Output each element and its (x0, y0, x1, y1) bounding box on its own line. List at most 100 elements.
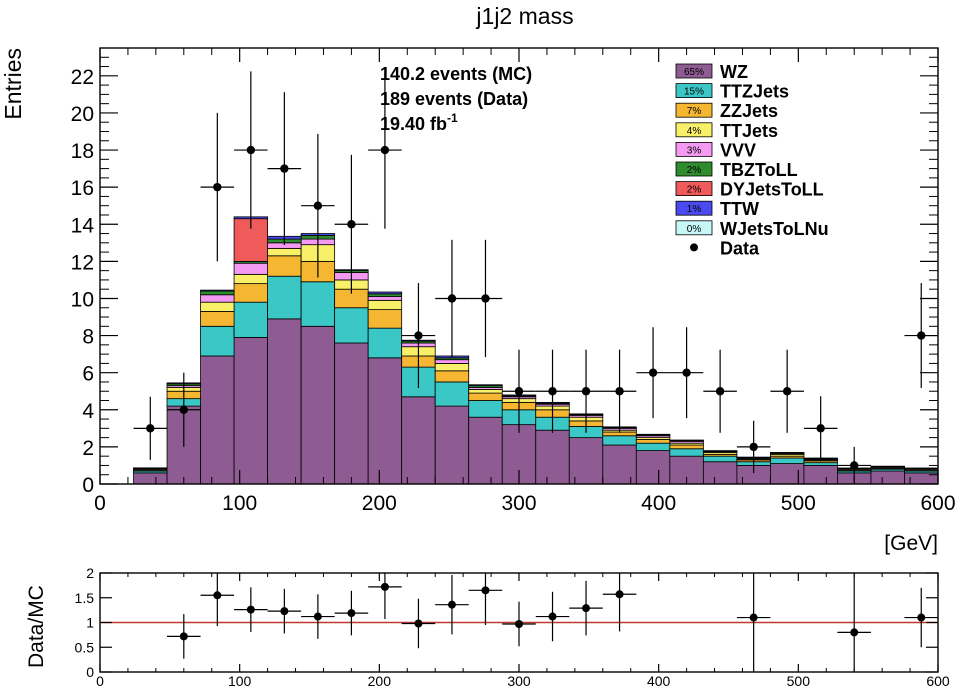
ratio-plot: 0 100 200 300 400 500 600 0 0.5 1 1.5 2 Data/MC (25, 565, 950, 688)
data-point-21 (850, 461, 859, 470)
ratio-point-9 (481, 586, 490, 595)
data-point-14 (615, 387, 624, 396)
y-tick-label-2: 2 (82, 437, 94, 460)
data-point-19 (782, 387, 792, 396)
ratio-point-8 (447, 600, 456, 609)
ratio-point-14 (749, 613, 758, 622)
x-tick-label-500: 500 (781, 492, 816, 515)
bar-TTW-3 (200, 289, 235, 292)
bar-VVV-4 (233, 262, 269, 275)
y-tick-label-22: 22 (71, 66, 94, 89)
legend-swatch-TTW (675, 200, 713, 216)
data-point-18 (749, 442, 758, 452)
ratio-x-tick-label-400: 400 (647, 673, 671, 688)
ratio-point-3 (280, 607, 289, 616)
y-tick-label-6: 6 (82, 363, 94, 386)
bar-TBZToLL-8 (367, 293, 403, 298)
chart-title: j1j2 mass (475, 3, 573, 29)
data-point-17 (715, 387, 725, 396)
legend-label-WZ: WZ (720, 62, 748, 82)
annotation-luminosity-exponent: -1 (447, 111, 458, 125)
ratio-point-10 (515, 619, 523, 628)
ratio-point-13 (615, 590, 624, 599)
bar-WZ-5 (267, 318, 302, 485)
legend-swatch-DYJetsToLL (675, 181, 713, 197)
y-tick-label-18: 18 (71, 140, 94, 163)
y-tick-label-0: 0 (82, 474, 94, 497)
legend-marker-data (690, 243, 698, 252)
data-point-0 (146, 424, 155, 433)
bar-ZZJets-4 (233, 283, 269, 303)
bar-VVV-3 (200, 294, 235, 303)
legend-pct-TTZJets: 15% (684, 87, 704, 98)
bar-WZ-9 (401, 396, 436, 485)
x-tick-label-200: 200 (362, 492, 397, 515)
legend-label-VVV: VVV (720, 140, 756, 160)
bar-VVV-8 (367, 296, 403, 301)
legend-pct-ZZJets: 7% (687, 106, 702, 117)
bar-TTZJets-17 (669, 448, 704, 457)
legend-label-TTZJets: TTZJets (720, 82, 789, 102)
ratio-x-tick-label-0: 0 (96, 673, 104, 688)
bar-TTZJets-5 (267, 275, 302, 320)
bar-WZ-13 (535, 429, 570, 485)
data-point-7 (380, 145, 390, 155)
legend-swatch-WZ (675, 63, 713, 79)
x-tick-label-600: 600 (920, 492, 955, 515)
ratio-y-tick-label-0: 0 (86, 664, 94, 680)
legend-label-DYJetsToLL: DYJetsToLL (720, 180, 824, 200)
data-point-2 (213, 182, 222, 192)
bar-TTJets-4 (233, 273, 269, 285)
bar-TTZJets-10 (434, 381, 470, 407)
legend-swatch-ZZJets (675, 102, 713, 118)
data-point-3 (246, 145, 256, 155)
bar-ZZJets-17 (669, 444, 704, 450)
ratio-point-15 (850, 628, 859, 637)
bar-TTJets-3 (200, 301, 235, 312)
data-point-12 (548, 387, 557, 396)
ratio-point-6 (380, 582, 389, 591)
bar-TTJets-5 (267, 247, 302, 257)
bar-WZ-21 (803, 465, 838, 485)
y-tick-label-14: 14 (71, 214, 95, 237)
data-point-13 (581, 387, 591, 396)
bar-WZ-6 (300, 325, 336, 485)
bar-WZ-15 (602, 444, 637, 485)
bar-WZ-11 (468, 416, 503, 485)
bar-TTW-8 (367, 291, 403, 295)
y-tick-label-8: 8 (82, 326, 94, 349)
x-tick-label-300: 300 (501, 492, 536, 515)
legend-swatch-VVV (675, 141, 713, 157)
legend-label-TBZToLL: TBZToLL (720, 160, 798, 180)
data-point-20 (816, 424, 825, 433)
legend-label-TTJets: TTJets (720, 121, 778, 141)
bar-TTZJets-7 (334, 307, 369, 344)
x-tick-label-100: 100 (222, 492, 257, 515)
main-plot: j1j2 mass 0 100 200 300 400 500 600 0 2 4 6 8 10 12 14 1… (0, 3, 956, 555)
ratio-point-11 (548, 612, 557, 621)
ratio-point-12 (582, 604, 591, 613)
ratio-point-5 (347, 609, 356, 618)
bar-TTW-16 (635, 433, 671, 436)
ratio-x-tick-label-300: 300 (507, 673, 531, 688)
legend-pct-DYJetsToLL: 2% (687, 185, 702, 196)
legend-swatch-WJetsToLNu (675, 220, 713, 236)
legend-pct-WZ: 65% (684, 67, 704, 78)
y-tick-label-16: 16 (71, 177, 94, 200)
bar-WZ-14 (568, 437, 604, 485)
bar-WZ-10 (434, 405, 470, 485)
x-tick-label-0: 0 (94, 492, 106, 515)
bar-WZ-3 (200, 355, 235, 485)
data-point-5 (313, 201, 323, 210)
legend-swatch-TTJets (675, 122, 713, 138)
ratio-x-tick-label-500: 500 (787, 673, 811, 688)
bar-ZZJets-8 (367, 309, 403, 329)
bar-VVV-10 (434, 359, 470, 364)
ratio-x-tick-label-200: 200 (368, 673, 392, 688)
ratio-point-4 (313, 612, 322, 621)
bar-ZZJets-11 (468, 392, 503, 401)
bar-TTZJets-20 (770, 457, 805, 464)
bar-WZ-16 (635, 450, 671, 485)
bar-WZ-8 (367, 357, 403, 485)
y-tick-label-10: 10 (71, 288, 94, 311)
